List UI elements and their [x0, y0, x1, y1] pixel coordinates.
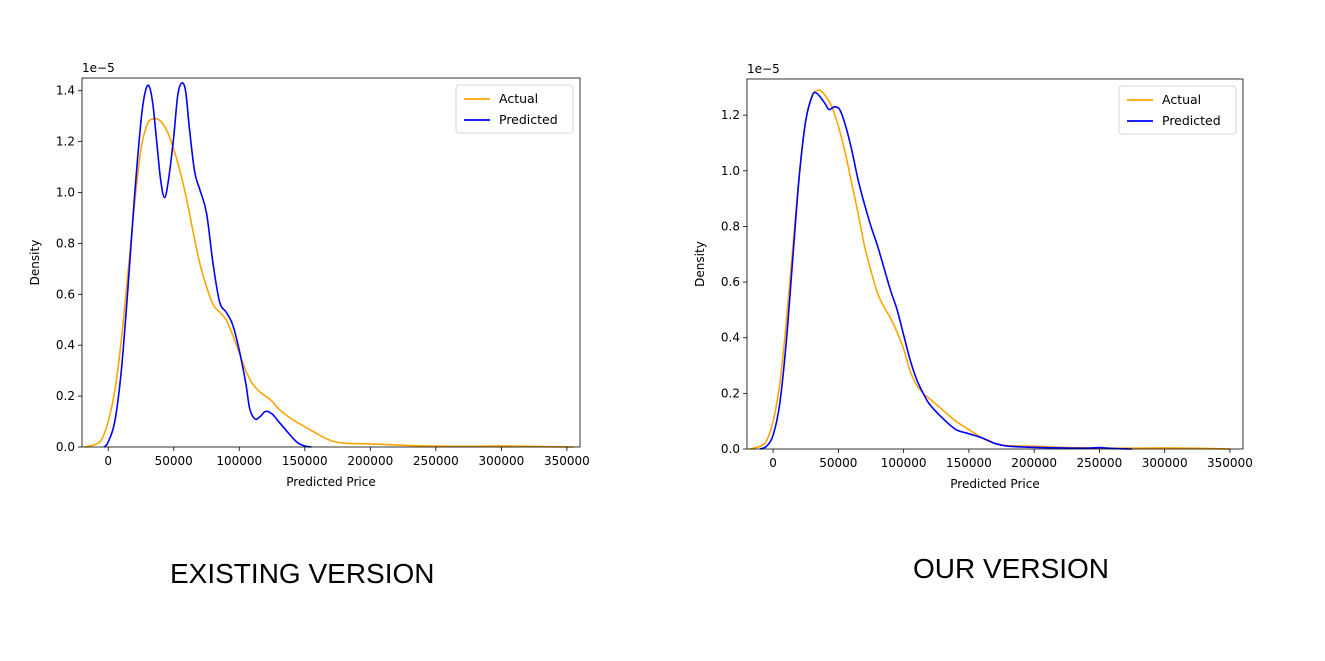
right-legend: [1118, 85, 1237, 135]
left-y-tick-label: 0.2: [56, 389, 75, 403]
left-x-tick-label: 0: [104, 454, 112, 468]
left-x-tick-label: 300000: [478, 454, 524, 468]
right-x-tick-label: 250000: [1077, 456, 1123, 470]
left-y-tick-label: 0.4: [56, 338, 75, 352]
right-x-axis-label: Predicted Price: [950, 477, 1039, 491]
left-y-tick-label: 1.0: [56, 186, 75, 200]
right-y-axis-label: Density: [693, 241, 707, 287]
left-legend-label-actual: Actual: [499, 91, 538, 106]
right-plot-frame: [746, 78, 1244, 450]
right-legend-label-predicted: Predicted: [1162, 113, 1221, 128]
left-y-tick-label: 0.8: [56, 236, 75, 250]
left-offset-label: 1e−5: [82, 61, 115, 75]
left-y-tick-label: 0.0: [56, 440, 75, 454]
right-y-tick-label: 0.4: [721, 331, 740, 345]
right-y-tick-label: 0.0: [721, 442, 740, 456]
right-x-tick-label: 300000: [1142, 456, 1188, 470]
right-y-tick-label: 0.6: [721, 275, 740, 289]
right-series-line-actual: [749, 89, 1230, 450]
right-offset-label: 1e−5: [747, 62, 780, 76]
left-y-tick-label: 1.2: [56, 135, 75, 149]
right-y-tick-label: 1.0: [721, 164, 740, 178]
right-x-tick-label: 0: [769, 456, 777, 470]
left-legend-label-predicted: Predicted: [499, 112, 558, 127]
left-x-axis-label: Predicted Price: [286, 475, 375, 489]
left-y-tick-label: 1.4: [56, 84, 75, 98]
left-legend: [455, 84, 574, 134]
right-y-tick-label: 0.2: [721, 386, 740, 400]
chart-our-version: 0 50000 100000 150000 200000 250000 300000 3500…: [693, 62, 1253, 491]
caption-our-version: OUR VERSION: [913, 553, 1110, 584]
caption-existing-version: EXISTING VERSION: [170, 558, 435, 589]
right-y-tick-label: 0.8: [721, 219, 740, 233]
left-x-tick-label: 250000: [413, 454, 459, 468]
right-x-tick-label: 100000: [881, 456, 927, 470]
right-series-line-predicted: [759, 91, 1133, 450]
right-legend-label-actual: Actual: [1162, 92, 1201, 107]
right-y-tick-label: 1.2: [721, 108, 740, 122]
left-y-tick-label: 0.6: [56, 287, 75, 301]
chart-existing-version: 0 50000 100000 150000 200000 250000 300000 3500…: [28, 61, 590, 489]
right-x-tick-label: 150000: [946, 456, 992, 470]
left-x-tick-label: 200000: [347, 454, 393, 468]
left-x-tick-label: 350000: [544, 454, 590, 468]
left-x-tick-label: 100000: [216, 454, 262, 468]
left-series-line-predicted: [103, 82, 312, 448]
left-x-tick-label: 150000: [282, 454, 328, 468]
right-x-tick-label: 50000: [819, 456, 857, 470]
left-y-axis-label: Density: [28, 240, 42, 286]
right-x-tick-label: 200000: [1011, 456, 1057, 470]
left-x-tick-label: 50000: [155, 454, 193, 468]
right-x-tick-label: 350000: [1207, 456, 1253, 470]
left-plot-frame: [81, 77, 581, 448]
